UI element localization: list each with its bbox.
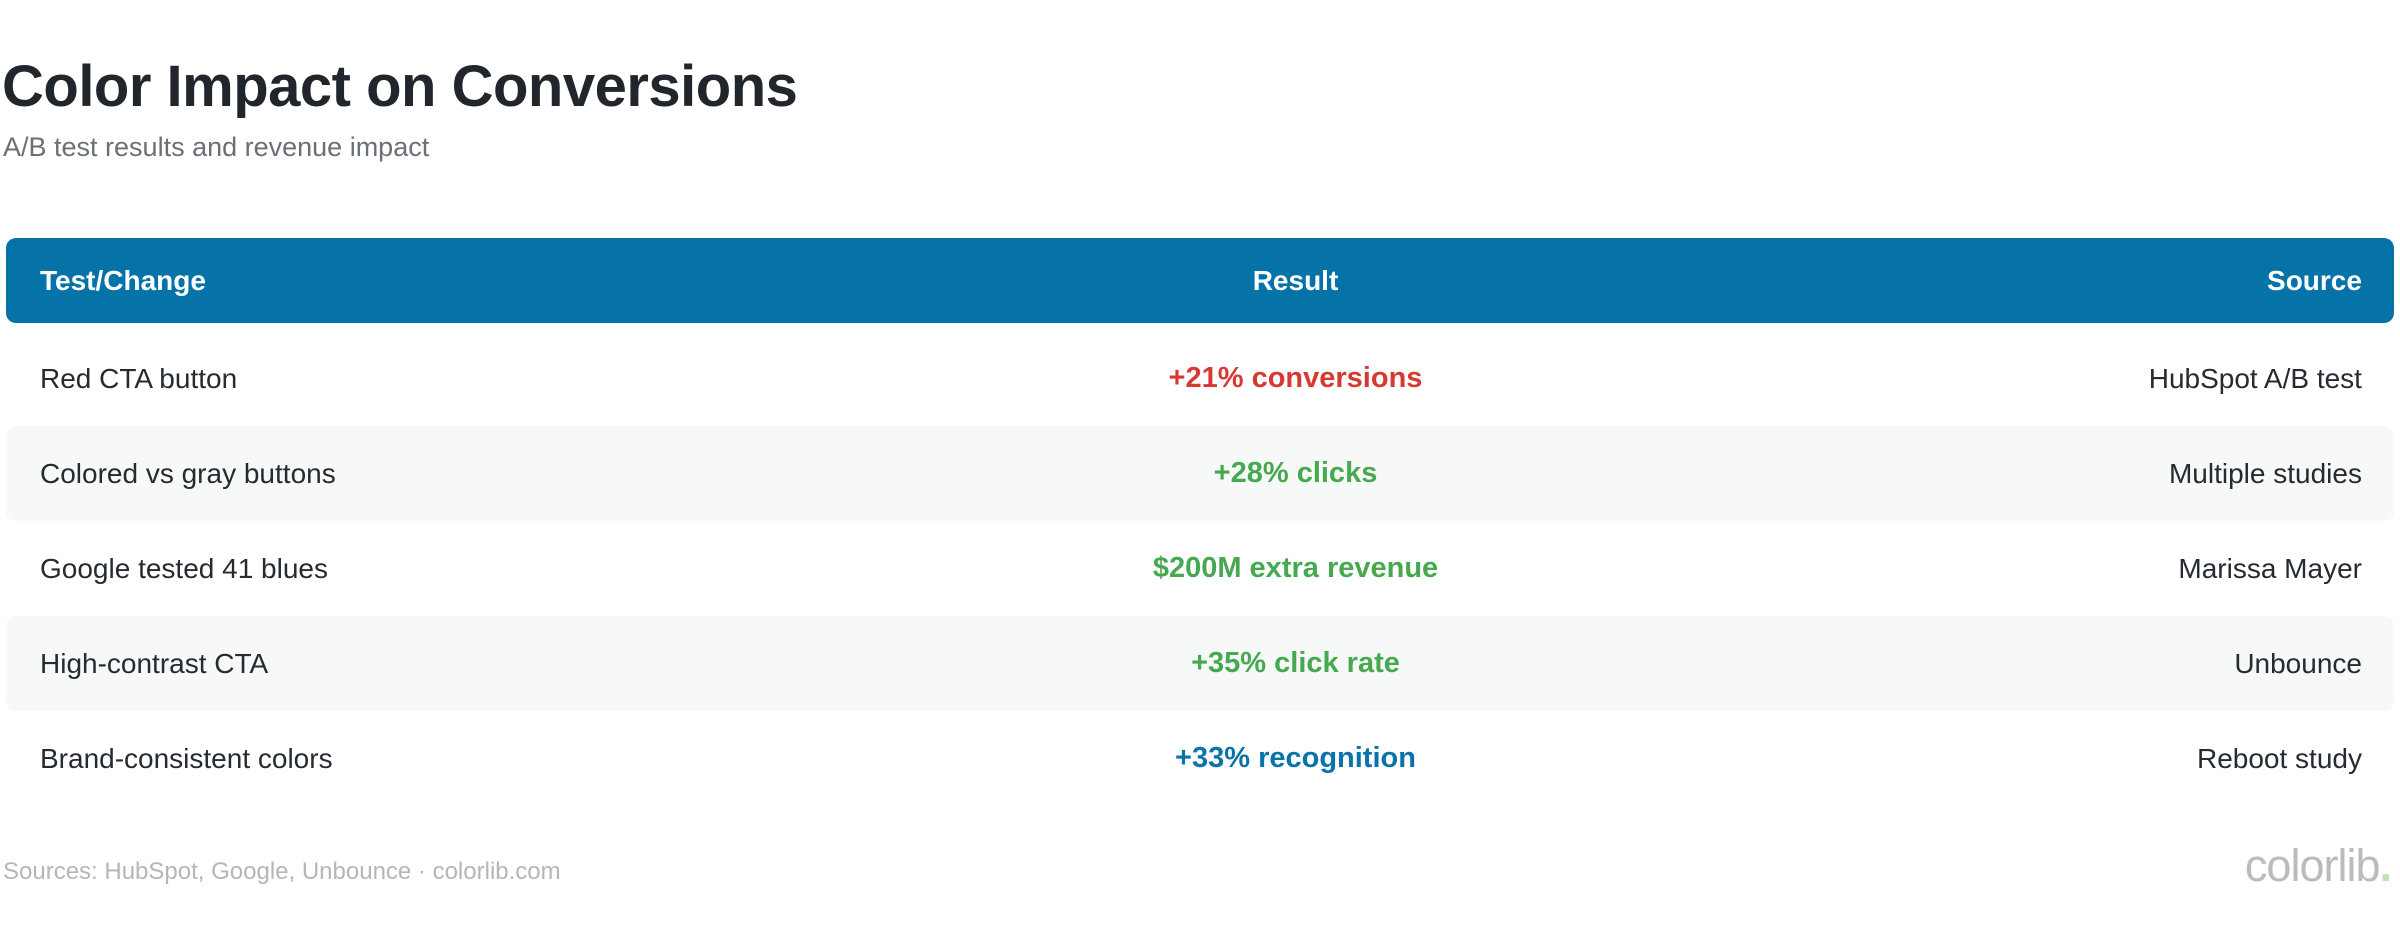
footer-sources: Sources: HubSpot, Google, Unbounce · col… — [3, 858, 561, 885]
logo-text: colorlib — [2244, 840, 2381, 891]
page-subtitle: A/B test results and revenue impact — [3, 132, 430, 162]
source-cell: Multiple studies — [2168, 457, 2362, 489]
results-table: Test/Change Result Source Red CTA button… — [6, 238, 2394, 806]
table-row: Colored vs gray buttons +28% clicks Mult… — [6, 426, 2394, 521]
table-row: High-contrast CTA +35% click rate Unboun… — [6, 616, 2394, 711]
table-row: Brand-consistent colors +33% recognition… — [6, 711, 2394, 806]
column-header-result: Result — [1252, 264, 1339, 296]
table-row: Red CTA button +21% conversions HubSpot … — [6, 331, 2394, 426]
logo-dot: . — [2379, 840, 2391, 891]
result-cell: $200M extra revenue — [1152, 552, 1439, 584]
result-cell: +35% click rate — [1191, 647, 1400, 679]
test-change-cell: High-contrast CTA — [40, 647, 269, 679]
test-change-cell: Colored vs gray buttons — [40, 457, 336, 489]
source-cell: HubSpot A/B test — [2148, 362, 2362, 394]
result-cell: +28% clicks — [1213, 457, 1378, 489]
column-header-test-change: Test/Change — [40, 264, 206, 296]
result-cell: +33% recognition — [1175, 742, 1416, 774]
page-title: Color Impact on Conversions — [2, 54, 798, 119]
test-change-cell: Red CTA button — [40, 362, 238, 394]
source-cell: Marissa Mayer — [2178, 552, 2362, 584]
table-body: Red CTA button +21% conversions HubSpot … — [6, 331, 2394, 806]
column-header-source: Source — [2267, 264, 2362, 296]
table-row: Google tested 41 blues $200M extra reven… — [6, 521, 2394, 616]
source-cell: Reboot study — [2196, 742, 2362, 774]
test-change-cell: Brand-consistent colors — [40, 742, 333, 774]
test-change-cell: Google tested 41 blues — [40, 552, 328, 584]
source-cell: Unbounce — [2234, 647, 2362, 679]
table-header-row: Test/Change Result Source — [6, 238, 2394, 323]
result-cell: +21% conversions — [1168, 362, 1423, 394]
colorlib-logo: colorlib. — [2244, 840, 2392, 892]
